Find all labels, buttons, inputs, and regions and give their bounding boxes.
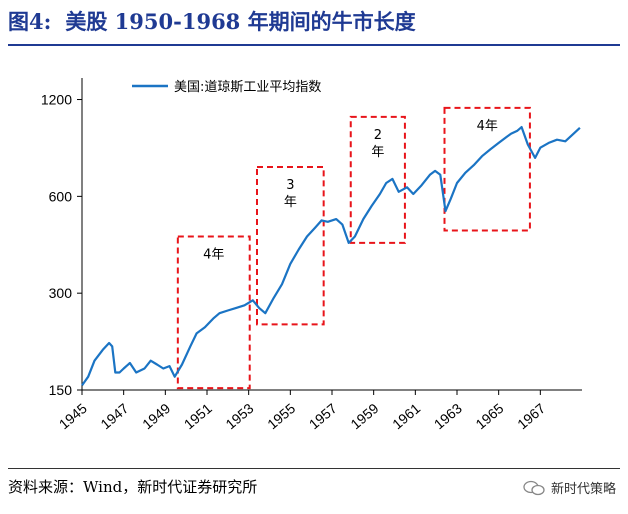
chart-title-bar: 图4: 美股 1950-1968 年期间的牛市长度: [8, 2, 620, 42]
wechat-icon: [523, 480, 545, 495]
annotation-label: 4年: [477, 119, 498, 134]
annotation-box: [176, 235, 251, 390]
annotation-boxes: 4年 3 年 2 年 4年: [176, 106, 531, 390]
legend: 美国:道琼斯工业平均指数: [132, 80, 321, 95]
series-line-dji: [81, 126, 581, 387]
footer-divider: [8, 468, 620, 469]
y-tick-label: 600: [49, 188, 73, 204]
x-axis-ticks: 1945 1947 1949 1951 1953 1955 1957 1959 1961 1963…: [56, 390, 548, 432]
x-tick-label: 1963: [431, 400, 465, 432]
annotation-box: [443, 106, 531, 232]
source-note: 资料来源：Wind，新时代证券研究所: [8, 478, 258, 496]
x-tick-label: 1965: [472, 400, 506, 432]
x-tick-label: 1959: [347, 400, 381, 432]
title-divider: [8, 44, 620, 46]
x-tick-label: 1961: [389, 400, 423, 432]
chart-title: 美股 1950-1968 年期间的牛市长度: [65, 9, 416, 34]
legend-label: 美国:道琼斯工业平均指数: [174, 80, 321, 95]
brand-name: 新时代策略: [550, 482, 616, 497]
annotation-label: 4年: [203, 248, 224, 263]
y-tick-label: 300: [49, 285, 73, 301]
figure-label: 图4:: [8, 9, 52, 34]
x-tick-label: 1945: [56, 400, 90, 432]
y-tick-label: 150: [49, 382, 73, 398]
x-tick-label: 1949: [139, 400, 173, 432]
x-tick-label: 1953: [222, 400, 256, 432]
brand-watermark: 新时代策略: [523, 478, 616, 497]
x-tick-label: 1951: [181, 400, 215, 432]
x-tick-label: 1967: [514, 400, 548, 432]
y-axis-ticks: 150 300 600 1200: [41, 92, 82, 398]
axes: [81, 78, 582, 391]
y-tick-label: 1200: [41, 92, 72, 108]
x-tick-label: 1955: [264, 400, 298, 432]
x-tick-label: 1947: [97, 400, 131, 432]
x-tick-label: 1957: [306, 400, 340, 432]
annotation-box: [256, 166, 325, 326]
